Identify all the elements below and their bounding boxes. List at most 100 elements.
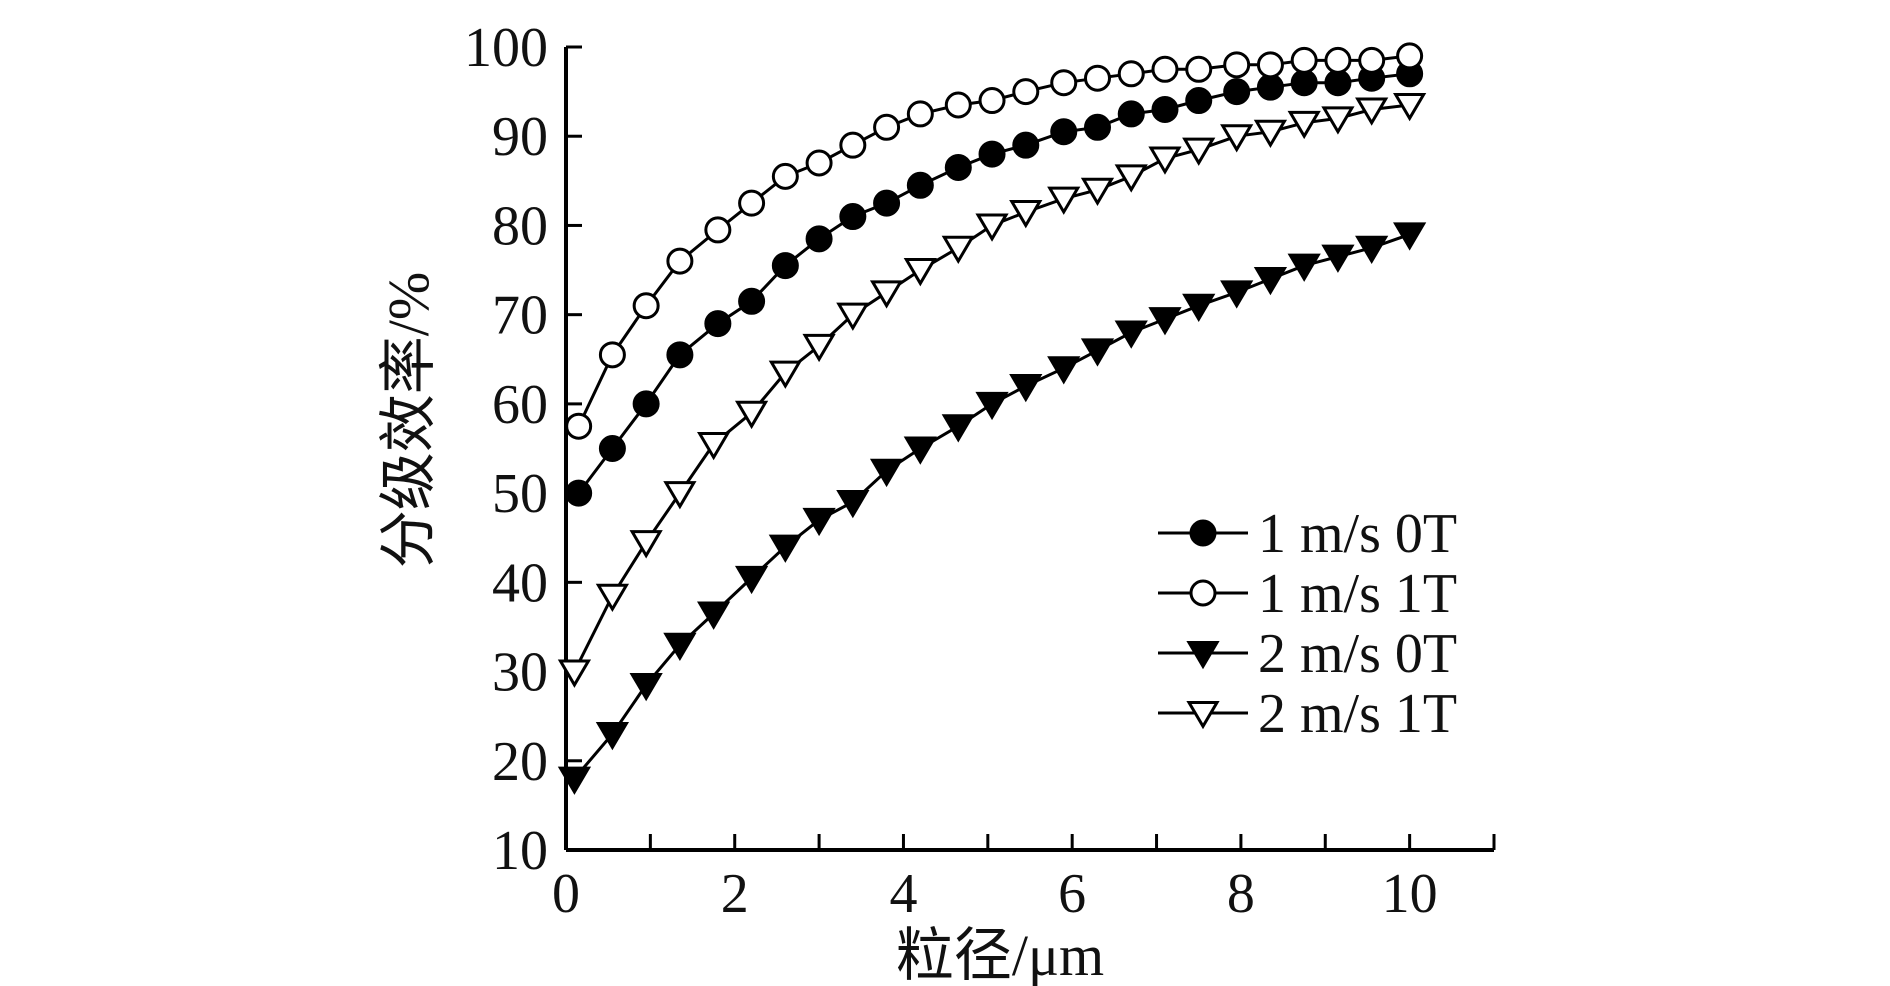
data-point <box>1185 87 1213 115</box>
data-point <box>1151 55 1179 83</box>
data-point <box>1290 46 1318 74</box>
data-point <box>1321 106 1355 135</box>
data-point <box>906 171 934 199</box>
legend-marker <box>1189 519 1217 547</box>
data-point <box>1185 55 1213 83</box>
data-point <box>663 481 697 510</box>
x-tick-label: 8 <box>1227 863 1255 925</box>
y-tick-label: 80 <box>492 195 548 257</box>
y-tick-label: 10 <box>492 820 548 882</box>
data-point <box>768 534 802 563</box>
data-point <box>1290 69 1318 97</box>
legend-label: 1 m/s 1T <box>1258 563 1457 625</box>
data-point <box>704 310 732 338</box>
data-point <box>975 213 1009 242</box>
y-tick-label: 90 <box>492 106 548 168</box>
legend-item: 1 m/s 1T <box>1158 563 1457 625</box>
legend-item: 2 m/s 1T <box>1158 683 1457 745</box>
legend: 1 m/s 0T1 m/s 1T2 m/s 0T2 m/s 1T <box>1158 503 1457 745</box>
data-point <box>903 436 937 465</box>
data-point <box>704 216 732 244</box>
x-tick-label: 6 <box>1058 863 1086 925</box>
data-point <box>941 414 975 443</box>
data-point <box>869 280 904 309</box>
data-point <box>944 91 972 119</box>
data-point <box>1253 119 1288 149</box>
legend-marker <box>1189 579 1217 607</box>
data-point <box>802 507 836 537</box>
data-point <box>978 140 1006 168</box>
legend-marker <box>1186 641 1220 670</box>
data-point <box>1393 222 1427 251</box>
y-tick-label: 30 <box>492 642 548 704</box>
legend-item: 2 m/s 0T <box>1158 623 1457 685</box>
data-point <box>805 225 833 253</box>
data-point <box>1358 46 1386 74</box>
data-point <box>1220 124 1254 153</box>
data-point <box>944 153 972 181</box>
series-2 <box>565 42 1424 440</box>
data-point <box>1396 42 1424 70</box>
data-point <box>1393 92 1427 122</box>
data-point <box>768 360 802 389</box>
y-axis-title: 分级效率/% <box>376 272 441 568</box>
data-point <box>1114 320 1148 349</box>
data-point <box>595 722 630 751</box>
y-tick-label: 60 <box>492 374 548 436</box>
data-point <box>632 390 660 418</box>
data-point <box>869 458 904 488</box>
data-point <box>557 659 592 688</box>
y-tick-label: 100 <box>464 17 548 79</box>
y-tick-label: 20 <box>492 731 548 793</box>
series-4 <box>557 92 1427 688</box>
data-point <box>632 292 660 320</box>
data-point <box>771 252 799 280</box>
data-point <box>629 530 663 559</box>
data-point <box>1182 293 1216 323</box>
data-point <box>595 583 630 612</box>
data-point <box>1256 51 1284 79</box>
data-point <box>697 432 731 461</box>
x-tick-label: 10 <box>1382 863 1438 925</box>
data-point <box>738 189 766 217</box>
axes: 10 20 30 40 50 60 70 80 90 100 0 2 4 6 8 10 粒径/μm 分级效率/% <box>376 17 1496 986</box>
data-point <box>598 341 626 369</box>
data-point <box>1050 69 1078 97</box>
data-point <box>836 490 870 519</box>
data-point <box>1047 356 1081 385</box>
data-point <box>978 87 1006 115</box>
y-tick-label: 70 <box>492 285 548 347</box>
y-tick-label: 40 <box>492 552 548 614</box>
data-point <box>1355 235 1389 265</box>
data-point <box>771 162 799 190</box>
data-point <box>1151 95 1179 123</box>
data-point <box>1117 100 1145 128</box>
series-3 <box>557 222 1427 795</box>
data-point <box>663 632 697 662</box>
data-point <box>1287 253 1321 282</box>
data-point <box>1223 51 1251 79</box>
data-point <box>941 235 975 265</box>
data-point <box>802 333 836 363</box>
data-point <box>734 565 769 595</box>
data-point <box>1256 73 1284 101</box>
data-point <box>629 672 663 702</box>
series-line <box>577 72 1410 495</box>
x-tick-label: 2 <box>721 863 749 925</box>
data-point <box>1009 200 1043 229</box>
data-point <box>565 479 593 507</box>
series-1 <box>565 60 1424 507</box>
data-point <box>1321 244 1355 273</box>
data-point <box>873 113 901 141</box>
data-point <box>1080 338 1115 367</box>
data-point <box>557 766 592 795</box>
data-point <box>738 287 766 315</box>
data-point <box>598 435 626 462</box>
x-tick-label: 0 <box>552 863 580 925</box>
data-point <box>1047 186 1081 215</box>
legend-label: 2 m/s 1T <box>1258 683 1457 745</box>
data-point <box>1080 177 1115 207</box>
data-point <box>1009 374 1043 403</box>
data-point <box>666 341 694 369</box>
